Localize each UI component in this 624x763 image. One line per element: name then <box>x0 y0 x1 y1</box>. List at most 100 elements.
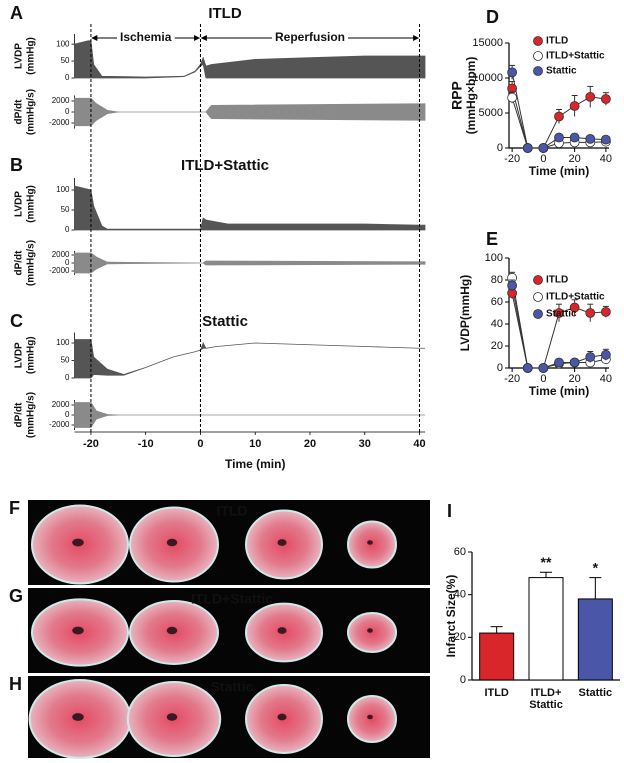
x-tick-label: -20 <box>83 438 99 450</box>
y-axis-label: LVDP <box>14 191 25 217</box>
lvdp-trace <box>74 40 426 79</box>
y-tick-label: 0 <box>65 410 70 419</box>
data-point <box>600 349 611 360</box>
heart-slice <box>347 611 397 654</box>
y-axis-label: RPP <box>449 81 465 110</box>
lvdp-trace <box>74 339 425 379</box>
x-tick-label: 40 <box>413 438 425 450</box>
x-tick-label: 20 <box>569 373 581 385</box>
y-tick-label: 50 <box>61 205 70 214</box>
legend-marker <box>533 292 543 302</box>
legend-label: Stattic <box>546 66 577 77</box>
dpdt-trace <box>74 97 426 127</box>
legend-marker <box>533 309 543 319</box>
y-axis-label: dP/dt <box>14 250 25 276</box>
y-tick-label: 0 <box>497 362 503 374</box>
y-axis-label: Infarct Size(%) <box>444 575 458 658</box>
y-tick-label: 0 <box>65 107 70 116</box>
y-axis-label: (mmHg) <box>26 336 37 374</box>
slice-cavity <box>72 626 84 635</box>
data-point <box>538 363 549 373</box>
y-axis-label: (mmHg) <box>26 37 37 75</box>
panel-letter: E <box>486 229 498 249</box>
panel-letter: H <box>9 674 22 694</box>
y-axis-label: (mmHg/s) <box>26 89 37 135</box>
panel-letter: C <box>10 311 23 331</box>
legend-label: ITLD <box>546 36 568 47</box>
slice-cavity <box>367 714 373 720</box>
slice-cavity <box>72 713 84 721</box>
dpdt-trace <box>74 402 425 428</box>
y-tick-label: -2000 <box>49 266 70 275</box>
panel-letter: G <box>9 586 23 606</box>
data-point <box>569 132 580 143</box>
y-tick-label: 2000 <box>52 250 70 259</box>
data-point <box>554 357 564 368</box>
data-point <box>507 92 518 103</box>
heart-slice <box>347 695 397 743</box>
y-axis-label: (mmHg) <box>26 185 37 223</box>
data-point <box>507 67 518 78</box>
y-tick-label: 0 <box>65 258 70 267</box>
slice-cavity <box>367 540 373 545</box>
legend-label: ITLD+Stattic <box>546 51 605 62</box>
label-bg <box>117 30 175 45</box>
y-tick-label: 20 <box>491 340 503 352</box>
slice-cavity <box>166 626 178 635</box>
y-tick-label: 80 <box>491 274 503 286</box>
x-tick-label: -20 <box>504 373 520 385</box>
data-point <box>507 280 518 291</box>
x-tick-label: 30 <box>359 438 371 450</box>
y-axis-label: (mmHg/s) <box>26 392 37 438</box>
y-axis-label: dP/dt <box>14 99 25 125</box>
y-tick-label: 100 <box>56 185 70 194</box>
x-tick-label: 0 <box>197 438 203 450</box>
y-tick-label: 100 <box>56 39 70 48</box>
y-tick-label: 40 <box>454 589 466 601</box>
phase-label: Ischemia <box>120 30 172 44</box>
x-tick-label: 20 <box>304 438 316 450</box>
slice-cavity <box>277 713 287 721</box>
panel-title: ITLD <box>208 5 241 22</box>
x-tick-label: 40 <box>600 373 612 385</box>
panel-letter: B <box>10 155 23 175</box>
y-tick-label: 0 <box>65 225 70 234</box>
legend-label: Stattic <box>546 309 577 320</box>
data-point <box>554 308 564 318</box>
photo-label: ITLD+Stattic <box>191 591 273 607</box>
y-axis-label: LVDP <box>14 43 25 69</box>
slice-cavity <box>367 628 373 633</box>
y-tick-label: 2000 <box>52 96 70 105</box>
y-tick-label: 0 <box>65 73 70 82</box>
dpdt-trace <box>74 252 426 274</box>
legend-marker <box>533 51 543 61</box>
bar <box>577 598 613 681</box>
slice-cavity <box>277 627 287 634</box>
panel-letter: D <box>486 7 499 27</box>
slice-cavity <box>166 538 178 547</box>
data-point <box>538 143 549 153</box>
y-tick-label: 15000 <box>472 37 503 49</box>
x-axis-label: Time (min) <box>225 457 285 471</box>
data-point <box>569 101 580 111</box>
y-tick-label: 50 <box>61 56 70 65</box>
panel-letter: A <box>10 3 23 23</box>
legend-marker <box>533 36 543 46</box>
slice-cavity <box>72 538 84 547</box>
y-axis-label: LVDP(mmHg) <box>458 275 472 351</box>
data-point <box>554 111 564 122</box>
x-tick-label: -10 <box>138 438 154 450</box>
significance: ** <box>541 554 552 570</box>
data-point <box>585 352 596 362</box>
data-point <box>522 143 533 153</box>
x-tick-label: ITLD+ Stattic <box>529 687 563 711</box>
x-tick-label: 20 <box>569 153 581 165</box>
data-point <box>569 302 580 313</box>
bar <box>479 632 515 681</box>
x-tick-label: ITLD <box>484 687 508 699</box>
data-point <box>600 94 611 104</box>
data-point <box>554 132 564 143</box>
data-point <box>585 133 596 144</box>
